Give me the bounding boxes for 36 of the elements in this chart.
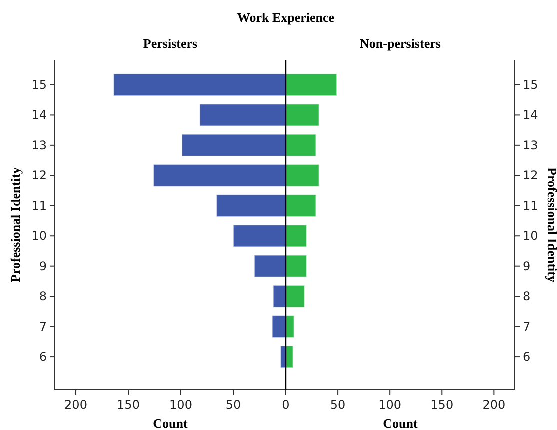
x-tick-label: 200 xyxy=(64,398,88,412)
y-tick-label: 10 xyxy=(32,229,47,244)
x-tick-label: 150 xyxy=(430,398,454,412)
x-tick-label: 0 xyxy=(282,398,290,412)
x-tick-label: 50 xyxy=(226,398,242,412)
y-tick-label: 13 xyxy=(32,138,47,152)
y-axis-title: Professional Identity xyxy=(8,167,23,282)
y-tick-label: 8 xyxy=(39,290,47,304)
y-tick-label: 14 xyxy=(32,108,47,122)
x-tick-label: 150 xyxy=(117,398,140,412)
y-tick-label: 6 xyxy=(39,350,47,364)
y-tick-label: 6 xyxy=(523,350,531,364)
y-tick-label: 8 xyxy=(523,290,531,304)
x-tick-label: 100 xyxy=(170,398,192,412)
y-tick-label: 15 xyxy=(32,78,47,92)
x-axis-title: Count xyxy=(153,416,189,430)
x-tick-label: 200 xyxy=(482,398,506,412)
y-tick-label: 7 xyxy=(523,320,531,334)
chart-subtitle: Non-persisters xyxy=(360,36,441,51)
y-tick-label: 9 xyxy=(523,259,531,274)
y-tick-label: 14 xyxy=(523,108,538,122)
y-tick-label: 12 xyxy=(523,168,538,183)
x-axis-title: Count xyxy=(383,416,419,430)
y-tick-label: 9 xyxy=(39,259,47,274)
x-tick-label: 50 xyxy=(330,398,346,412)
y-tick-label: 11 xyxy=(523,198,538,213)
y-tick-label: 12 xyxy=(32,168,47,183)
y-tick-label: 10 xyxy=(523,229,538,244)
chart-subtitle: Persisters xyxy=(143,36,198,51)
y-tick-label: 7 xyxy=(39,320,47,334)
y-tick-label: 11 xyxy=(32,198,47,213)
chart-title: Work Experience xyxy=(237,10,335,25)
x-tick-label: 100 xyxy=(378,398,402,412)
y-axis-title: Professional Identity xyxy=(545,168,557,283)
y-tick-label: 13 xyxy=(523,138,538,152)
y-tick-label: 15 xyxy=(523,78,538,92)
